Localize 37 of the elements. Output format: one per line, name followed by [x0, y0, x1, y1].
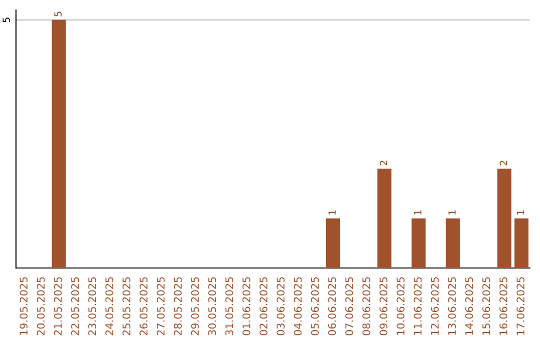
- x-tick-label: 08.06.2025: [362, 277, 370, 336]
- x-tick-label: 19.05.2025: [20, 277, 28, 335]
- x-tick-label: 05.06.2025: [310, 277, 319, 336]
- x-tick-label: 06.06.2025: [328, 277, 336, 336]
- x-tick-label: 14.06.2025: [465, 277, 474, 335]
- x-tick-label: 15.06.2025: [482, 277, 490, 335]
- data-label: 1: [414, 210, 422, 215]
- x-tick-label: 01.06.2025: [242, 277, 250, 336]
- x-tick-label: 22.05.2025: [71, 277, 79, 336]
- x-tick-label: 17.06.2025: [516, 277, 524, 335]
- x-tick-label: 23.05.2025: [88, 277, 96, 336]
- x-tick-label: 11.06.2025: [414, 277, 422, 335]
- x-tick-label: 16.06.2025: [499, 277, 508, 335]
- x-tick-label: 28.05.2025: [174, 277, 182, 336]
- x-tick-label: 25.05.2025: [122, 277, 130, 336]
- x-tick-label: 20.05.2025: [36, 277, 45, 336]
- data-label: 1: [517, 210, 524, 215]
- x-tick-label: 27.05.2025: [156, 277, 165, 336]
- data-label: 5: [54, 12, 62, 16]
- x-tick-label: 07.06.2025: [345, 277, 354, 336]
- data-label: 2: [500, 160, 507, 166]
- data-label: 1: [328, 210, 336, 215]
- x-tick-label: 24.05.2025: [105, 277, 114, 336]
- x-tick-label: 04.06.2025: [294, 277, 302, 336]
- x-tick-label: 31.05.2025: [225, 277, 234, 336]
- x-tick-label: 13.06.2025: [448, 277, 456, 335]
- x-tick-label: 29.05.2025: [191, 277, 199, 336]
- x-tick-label: 02.06.2025: [260, 277, 268, 336]
- data-label: 2: [380, 160, 388, 166]
- x-tick-label: 09.06.2025: [380, 277, 388, 336]
- x-tick-label: 10.06.2025: [396, 277, 405, 335]
- data-label: 1: [448, 210, 456, 215]
- x-tick-label: 26.05.2025: [140, 277, 148, 336]
- x-tick-label: 30.05.2025: [208, 277, 216, 336]
- x-tick-label: 21.05.2025: [54, 277, 62, 336]
- x-tick-label: 12.06.2025: [430, 277, 439, 335]
- x-tick-label: 03.06.2025: [276, 277, 285, 336]
